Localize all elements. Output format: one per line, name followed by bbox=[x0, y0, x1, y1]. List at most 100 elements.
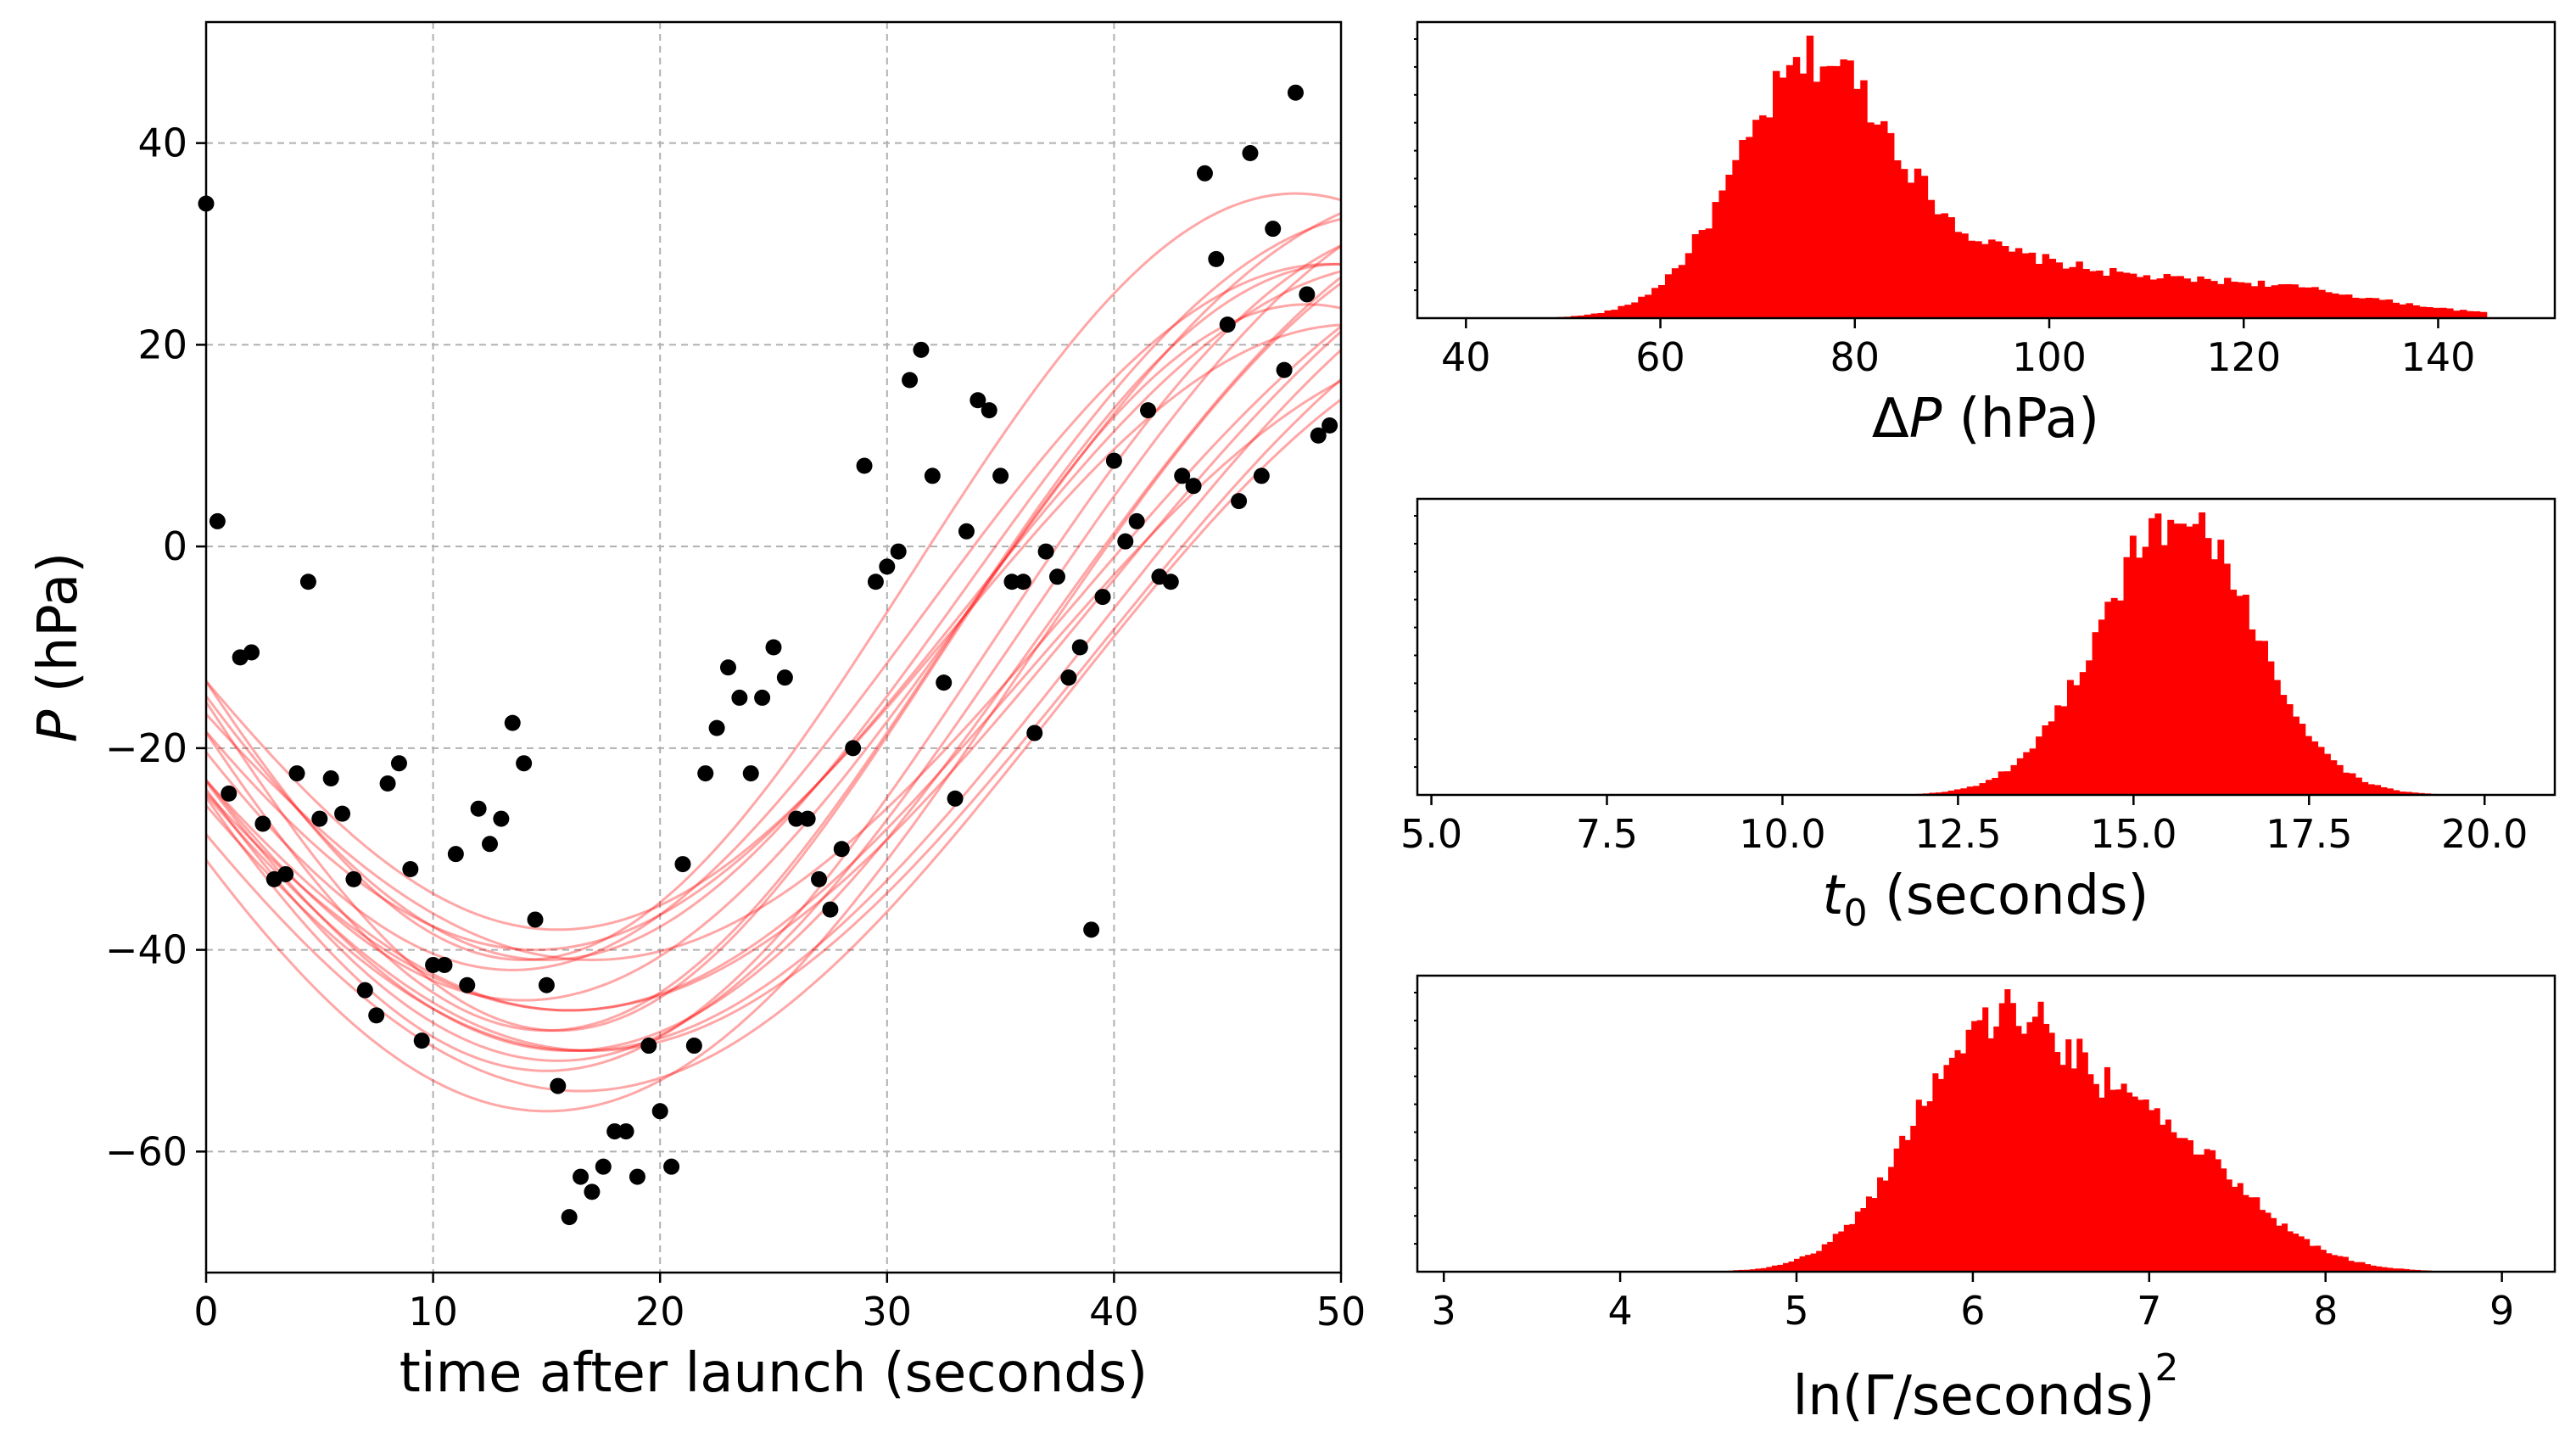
histogram-delta-p-frame bbox=[1416, 20, 2556, 320]
histogram-bar bbox=[2104, 601, 2112, 795]
data-point bbox=[322, 770, 339, 787]
data-point bbox=[1287, 84, 1304, 101]
histogram-bar bbox=[2173, 523, 2181, 795]
histogram-bar bbox=[1678, 265, 1686, 318]
histogram-bar bbox=[2250, 286, 2259, 318]
data-point bbox=[992, 467, 1009, 484]
histogram-bar bbox=[2036, 736, 2042, 795]
data-point bbox=[209, 512, 226, 529]
histogram-bar bbox=[1788, 1261, 1795, 1272]
histogram-ln-gamma-frame bbox=[1416, 974, 2556, 1273]
histogram-bar bbox=[2345, 294, 2353, 318]
histogram-bar bbox=[2160, 545, 2168, 795]
histogram-bar bbox=[2004, 771, 2011, 795]
data-point bbox=[924, 467, 941, 484]
histogram-bar bbox=[2231, 282, 2238, 318]
t0-unit: (seconds) bbox=[1868, 864, 2149, 927]
histogram-bar bbox=[2060, 706, 2068, 795]
t-subscript: 0 bbox=[1844, 892, 1868, 935]
histogram-bar bbox=[1893, 1148, 1900, 1272]
histogram-bar bbox=[2255, 641, 2262, 795]
data-point bbox=[550, 1077, 567, 1094]
histogram-bar bbox=[2293, 1234, 2299, 1272]
model-curve bbox=[204, 276, 1342, 1053]
x-tick-label: 40 bbox=[1441, 334, 1491, 380]
data-point bbox=[867, 574, 884, 590]
histogram-bar bbox=[2163, 274, 2171, 318]
histogram-bar bbox=[1995, 241, 2003, 318]
data-points bbox=[198, 84, 1338, 1226]
x-tick-label: 5.0 bbox=[1400, 811, 1462, 857]
histogram-bar bbox=[2365, 1264, 2372, 1272]
histogram-bar bbox=[2265, 1212, 2271, 1272]
histogram-bar bbox=[2117, 600, 2125, 795]
data-point bbox=[459, 976, 476, 993]
histogram-bar bbox=[2466, 311, 2474, 318]
y-tick-label: −60 bbox=[105, 1128, 187, 1174]
histogram-bar bbox=[2305, 736, 2312, 795]
histogram-bar bbox=[1993, 1026, 2000, 1272]
data-point bbox=[243, 644, 260, 661]
histogram-bar bbox=[2293, 716, 2299, 795]
histogram-bar bbox=[1685, 253, 1693, 318]
histogram-bar bbox=[2143, 1099, 2149, 1272]
histogram-bar bbox=[2264, 286, 2272, 318]
histogram-bar bbox=[2305, 287, 2312, 318]
histogram-bar bbox=[2223, 563, 2231, 795]
histogram-bar bbox=[2015, 1026, 2022, 1272]
x-tick-label: 10 bbox=[408, 1289, 458, 1334]
histogram-bar bbox=[2010, 764, 2018, 795]
histogram-bar bbox=[2126, 1092, 2133, 1272]
data-point bbox=[573, 1168, 590, 1185]
model-curve bbox=[204, 323, 1342, 932]
histogram-bar bbox=[2284, 283, 2292, 318]
data-point bbox=[651, 1103, 668, 1120]
histogram-bar bbox=[2349, 773, 2356, 795]
histogram-bar bbox=[1779, 77, 1787, 319]
y-axis-label: P (hPa) bbox=[27, 552, 90, 742]
data-point bbox=[890, 543, 907, 560]
histogram-bar bbox=[1827, 1241, 1834, 1272]
histogram-bar bbox=[2149, 1110, 2155, 1272]
data-point bbox=[981, 402, 997, 419]
histogram-bar bbox=[2098, 1097, 2105, 1272]
histogram-bar bbox=[2104, 1066, 2110, 1272]
data-point bbox=[402, 861, 419, 878]
histogram-bar bbox=[1806, 36, 1814, 318]
x-tick-label: 30 bbox=[863, 1289, 913, 1334]
data-point bbox=[254, 815, 271, 832]
histogram-bar bbox=[2028, 252, 2037, 318]
histogram-bar bbox=[1854, 1211, 1861, 1272]
histogram-bar bbox=[2331, 1255, 2338, 1272]
histogram-bar bbox=[2123, 557, 2131, 795]
histogram-delta-p-x-ticks: 40 60 80 100 120 140 bbox=[1441, 318, 2475, 380]
data-point bbox=[413, 1032, 430, 1049]
histogram-bar bbox=[2070, 1068, 2077, 1272]
histogram-bar bbox=[2087, 1074, 2094, 1272]
histogram-bar bbox=[2204, 278, 2211, 318]
data-point bbox=[799, 810, 816, 827]
pressure-symbol: P bbox=[1909, 388, 1942, 450]
histogram-bar bbox=[2096, 270, 2104, 318]
histogram-bar bbox=[1611, 310, 1618, 318]
histogram-bar bbox=[2342, 1256, 2349, 1272]
pressure-unit: (hPa) bbox=[1942, 388, 2099, 450]
histogram-bar bbox=[2048, 259, 2057, 318]
histogram-bar bbox=[1805, 1255, 1812, 1272]
x-tick-label: 40 bbox=[1089, 1289, 1139, 1334]
histogram-bar bbox=[1954, 1049, 1961, 1272]
histogram-bar bbox=[2156, 278, 2165, 318]
histogram-bar bbox=[2325, 292, 2333, 318]
data-point bbox=[1128, 512, 1145, 529]
histogram-bar bbox=[1860, 1207, 1867, 1272]
x-axis-label: time after launch (seconds) bbox=[400, 1342, 1148, 1405]
data-point bbox=[1117, 533, 1134, 550]
histogram-bar bbox=[1645, 294, 1652, 318]
histogram-t0-x-label: t0 (seconds) bbox=[1823, 864, 2149, 935]
histogram-bar bbox=[1921, 1105, 1928, 1272]
data-point bbox=[1094, 589, 1111, 606]
histogram-bar bbox=[1698, 230, 1707, 318]
data-point bbox=[1037, 543, 1054, 560]
histogram-bar bbox=[2023, 752, 2031, 795]
histogram-bar bbox=[1947, 217, 1955, 318]
